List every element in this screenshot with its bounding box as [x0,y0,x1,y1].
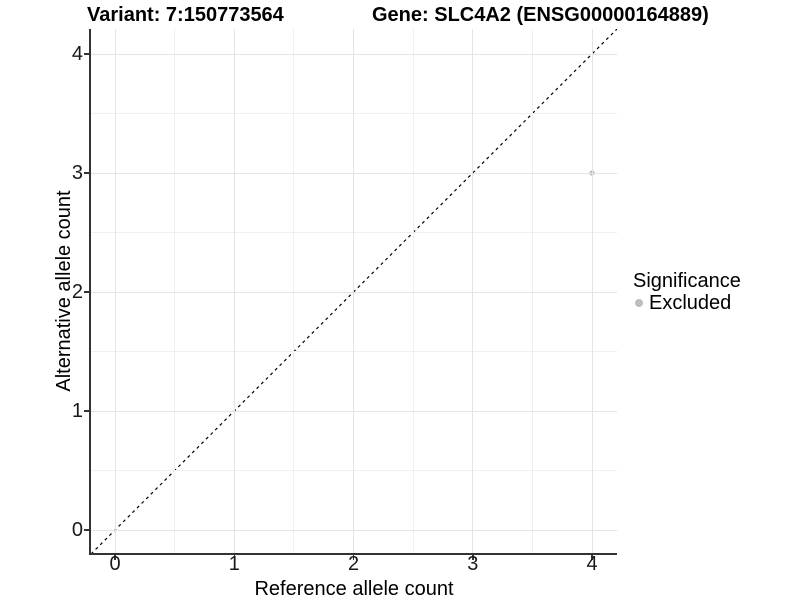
x-axis-label: Reference allele count [254,578,454,600]
y-tick-mark [84,410,89,412]
legend-title: Significance [633,270,741,292]
x-tick-label: 1 [228,553,240,575]
x-tick-label: 3 [467,553,479,575]
legend-item-label: Excluded [649,292,732,314]
gridline-major-vertical [114,29,116,553]
plot-panel [91,29,617,553]
x-tick-mark [472,555,474,560]
y-tick-mark [84,53,89,55]
plot-title-gene: Gene: SLC4A2 (ENSG00000164889) [372,4,709,26]
x-tick-label: 4 [586,553,598,575]
x-axis-line [89,553,617,555]
gridline-minor-horizontal [91,232,617,233]
gridline-major-vertical [353,29,354,553]
y-tick-mark [84,529,89,531]
y-axis-line [89,29,91,555]
gridline-minor-horizontal [91,113,617,114]
y-tick-label: 2 [71,281,83,303]
y-tick-label: 4 [71,43,83,65]
gridline-major-horizontal [91,291,617,293]
plot-title-variant: Variant: 7:150773564 [87,4,284,26]
x-tick-mark [114,555,116,560]
gridline-minor-vertical [531,29,533,553]
gridline-major-horizontal [91,53,617,55]
gridline-major-horizontal [91,410,617,412]
y-tick-label: 0 [71,519,83,541]
y-tick-label: 1 [71,400,83,422]
gridline-major-vertical [472,29,474,553]
gridline-major-vertical [591,29,593,553]
gridline-minor-horizontal [91,470,617,471]
gridline-minor-vertical [412,29,414,553]
y-tick-label: 3 [71,162,83,184]
y-tick-mark [84,291,89,293]
gridline-minor-horizontal [91,351,617,352]
gridline-minor-vertical [293,29,295,553]
gridline-major-vertical [233,29,235,553]
legend-item: Excluded [633,293,741,313]
gridline-major-horizontal [91,172,617,174]
x-tick-label: 2 [347,553,360,575]
x-tick-mark [591,555,593,560]
gridline-minor-vertical [174,29,176,553]
legend: Significance Excluded [633,270,741,314]
gridline-major-horizontal [91,529,617,531]
x-tick-mark [233,555,235,560]
legend-items: Excluded [633,293,741,313]
y-tick-mark [84,172,89,174]
legend-point-swatch [635,299,643,307]
x-tick-mark [352,555,355,560]
x-tick-label: 0 [109,553,121,575]
